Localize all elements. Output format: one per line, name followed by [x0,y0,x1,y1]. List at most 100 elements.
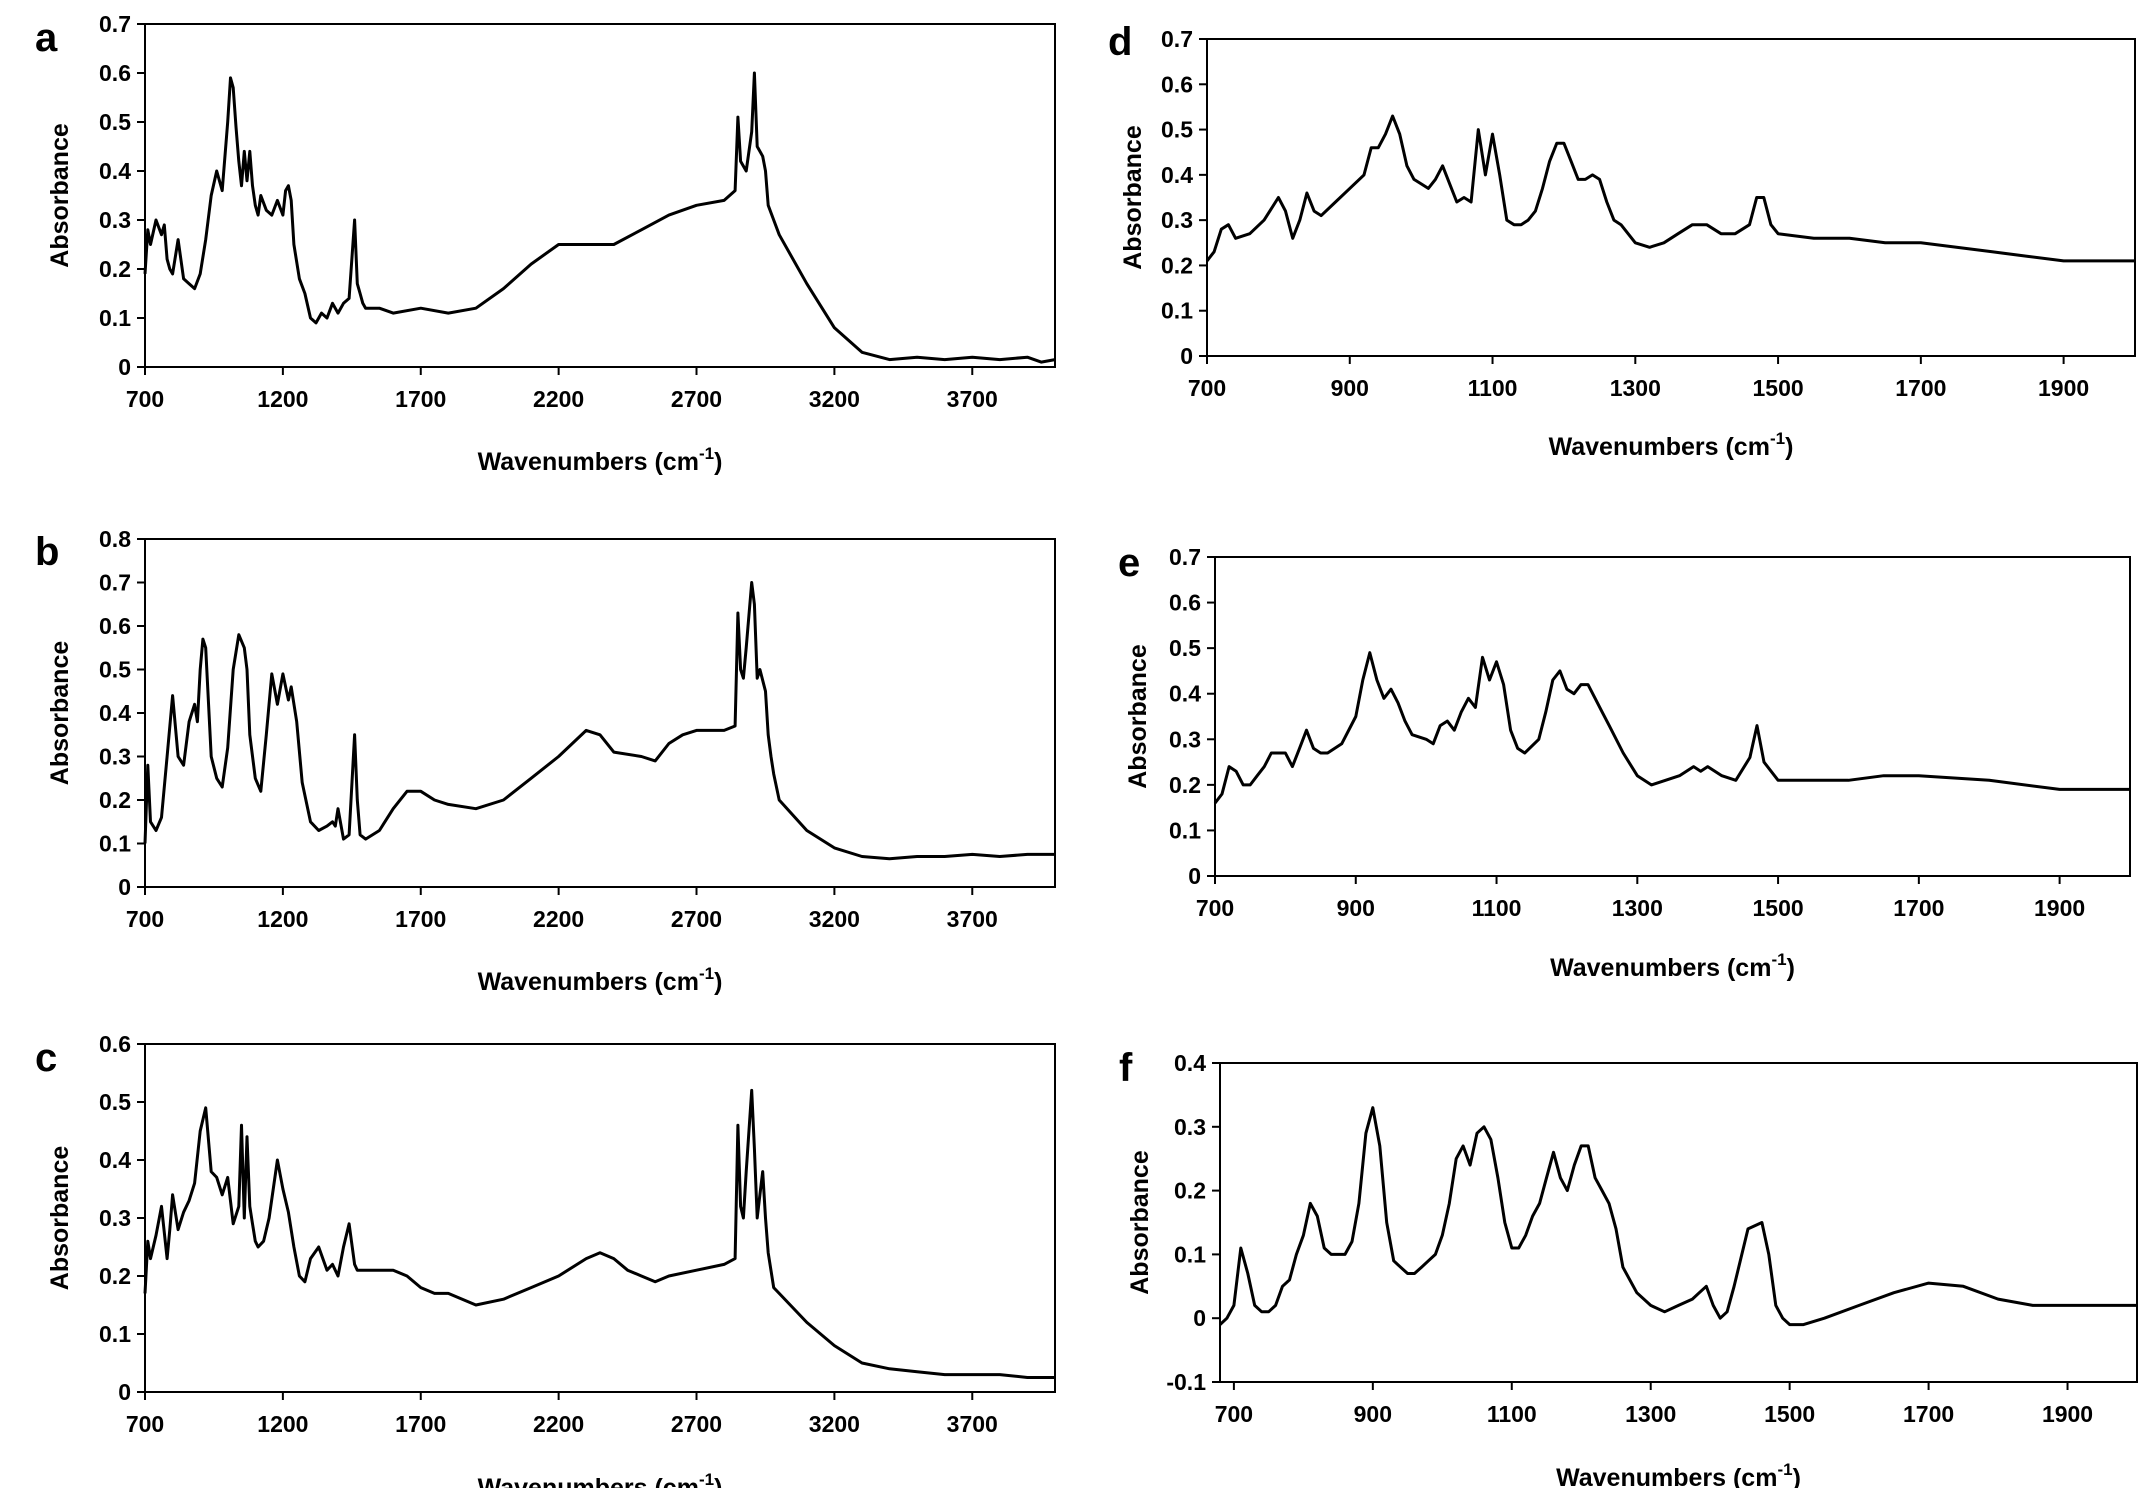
x-tick-label: 700 [1196,895,1234,921]
y-tick-label: 0.4 [1169,681,1201,707]
y-tick-label: 0.5 [1161,117,1193,143]
x-tick-label: 1700 [1893,895,1944,921]
x-axis-label-superscript: -1 [1777,1460,1792,1479]
x-axis-label-text: Wavenumbers (cm [478,968,699,996]
x-tick-label: 1100 [1468,375,1518,401]
y-axis-label-b: Absorbance [46,641,74,786]
y-tick-label: 0.2 [1161,252,1193,278]
x-axis-label-close: ) [1787,954,1795,982]
y-tick-label: 0.4 [1161,162,1193,188]
y-tick-label: 0.6 [99,60,131,86]
x-axis-label-superscript: -1 [699,964,714,983]
x-axis-label-a: Wavenumbers (cm-1) [478,444,723,476]
panel-letter-d: d [1108,20,1132,64]
y-tick-label: 0.8 [99,526,131,552]
spectrum-line-e [1213,651,2130,805]
x-axis-label-text: Wavenumbers (cm [478,1474,699,1488]
y-tick-label: 0.4 [99,158,131,184]
x-tick-label: 900 [1331,375,1369,401]
y-tick-label: 0 [118,874,131,900]
y-axis-label-f: Absorbance [1126,1150,1154,1295]
x-tick-label: 3700 [947,906,998,932]
x-tick-label: 900 [1337,895,1375,921]
y-tick-label: 0 [1188,863,1201,889]
x-axis-label-b: Wavenumbers (cm-1) [478,964,723,996]
y-tick-label: 0.2 [99,1263,131,1289]
plot-frame-e [1214,556,2131,877]
plot-frame-b [144,538,1056,888]
plot-frame-a [144,23,1056,368]
x-axis-label-superscript: -1 [1770,429,1785,448]
x-axis-label-text: Wavenumbers (cm [1556,1464,1777,1488]
x-tick-label: 1300 [1625,1401,1676,1427]
y-tick-label: 0.1 [1174,1241,1206,1267]
x-axis-label-superscript: -1 [699,444,714,463]
x-tick-label: 1300 [1612,895,1663,921]
y-tick-label: 0.6 [1161,71,1193,97]
x-tick-label: 3200 [809,906,860,932]
x-axis-label-d: Wavenumbers (cm-1) [1549,429,1794,461]
x-tick-label: 1700 [395,1411,446,1437]
y-tick-label: 0 [1180,343,1193,369]
y-tick-label: 0.7 [99,570,131,596]
plot-frame-f [1219,1062,2138,1383]
panel-c: c 0 0.1 0.2 0.3 0.4 0.5 0.6 700 1200 1700 2200 2700 3… [35,1031,1056,1488]
panel-letter-b: b [35,530,59,574]
x-tick-label: 700 [126,386,164,412]
y-axis-label-e: Absorbance [1124,644,1152,789]
panel-b: b 0 0.1 0.2 0.3 0.4 0.5 0.6 0.7 0.8 700 1200 1700 220… [35,526,1056,996]
y-tick-label: 0.3 [1169,726,1201,752]
y-tick-label: 0.6 [1169,590,1201,616]
x-tick-label: 3200 [809,1411,860,1437]
y-tick-label: 0.1 [99,1321,131,1347]
y-tick-label: 0.5 [1169,635,1201,661]
x-tick-label: 2700 [671,1411,722,1437]
x-tick-label: 1200 [257,1411,308,1437]
y-tick-label: 0.2 [99,787,131,813]
y-axis-label-a: Absorbance [46,123,74,268]
y-tick-label: 0.2 [99,256,131,282]
x-axis-label-close: ) [714,448,722,476]
spectrum-line-a [143,71,1056,364]
x-tick-label: 1100 [1472,895,1522,921]
panel-letter-c: c [35,1036,57,1080]
panel-letter-e: e [1118,541,1140,585]
x-axis-label-e: Wavenumbers (cm-1) [1550,950,1795,982]
y-tick-label: 0.3 [99,744,131,770]
y-tick-label: 0.6 [99,613,131,639]
y-tick-label: -0.1 [1166,1369,1206,1395]
panel-letter-a: a [35,16,58,60]
y-tick-label: 0.1 [99,831,131,857]
x-tick-label: 1300 [1610,375,1661,401]
plot-frame-d [1206,38,2136,357]
y-tick-label: 0.5 [99,109,131,135]
panel-d: d 0 0.1 0.2 0.3 0.4 0.5 0.6 0.7 700 900 1100 1300 150… [1108,20,2136,461]
x-axis-label-superscript: -1 [699,1470,714,1488]
x-tick-label: 1900 [2034,895,2085,921]
x-axis-label-close: ) [1793,1464,1801,1488]
x-tick-label: 700 [126,906,164,932]
y-tick-label: 0 [118,1379,131,1405]
x-tick-label: 1700 [395,906,446,932]
y-tick-label: 0.2 [1174,1178,1206,1204]
y-tick-label: 0 [1193,1305,1206,1331]
y-tick-label: 0.5 [99,1089,131,1115]
x-tick-label: 1500 [1752,895,1803,921]
plot-frame-c [144,1043,1056,1393]
y-tick-label: 0.7 [99,11,131,37]
x-tick-label: 1700 [1895,375,1946,401]
y-axis-label-c: Absorbance [46,1146,74,1291]
panel-a: a 0 0.1 0.2 0.3 0.4 0.5 0.6 0.7 700 1200 1700 2200 27… [35,11,1056,476]
y-tick-label: 0.3 [1161,207,1193,233]
y-tick-label: 0.4 [99,700,131,726]
x-tick-label: 1500 [1764,1401,1815,1427]
y-tick-label: 0.1 [1161,298,1193,324]
y-tick-label: 0.6 [99,1031,131,1057]
y-tick-label: 0.7 [1161,26,1193,52]
x-axis-label-text: Wavenumbers (cm [1550,954,1771,982]
x-tick-label: 2200 [533,906,584,932]
x-tick-label: 1700 [1903,1401,1954,1427]
y-tick-label: 0.1 [1169,817,1201,843]
x-tick-label: 2700 [671,386,722,412]
